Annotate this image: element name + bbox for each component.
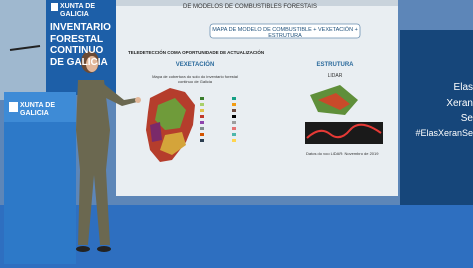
vegetation-heading: VEXETACIÓN [150, 62, 240, 69]
lidar-note: Datos do voo LiDAR: Novembro de 2019 [306, 152, 396, 157]
slide-box-text: MAPA DE MODELO DE COMBUSTIBLE + VEXETACI… [212, 27, 358, 40]
lidar-profile [305, 122, 383, 144]
banner-title: INVENTARIO FORESTAL CONTINUO DE GALICIA [50, 22, 116, 68]
podium-logo: XUNTA DE GALICIA [20, 102, 72, 118]
banner-logo-icon [51, 3, 58, 11]
banner-line: Xeran [404, 96, 473, 112]
banner-line: Elas [404, 80, 473, 96]
photo-scene: XUNTA DE GALICIA INVENTARIO FORESTAL CON… [0, 0, 473, 268]
podium-logo-icon [9, 102, 18, 112]
right-banner-text: Elas Xeran Se #ElasXeranSe [404, 80, 473, 140]
banner-line: Se [404, 111, 473, 127]
vegetation-caption: Mapa de cobertura do solo do inventario … [150, 75, 240, 84]
slide-title: DE MODELOS DE COMBUSTIBLES FORESTAIS [150, 4, 350, 11]
left-wall [0, 0, 50, 100]
banner-logo: XUNTA DE GALICIA [60, 3, 115, 19]
lidar-heading: LIDAR [300, 74, 370, 80]
structure-heading: ESTRUTURA [300, 62, 370, 69]
map-patch [150, 122, 162, 142]
banner-hashtag: #ElasXeranSe [404, 127, 473, 141]
slide-bullet: TELEDETECCIÓN COMA OPORTUNIDADE DE ACTUA… [128, 50, 328, 55]
